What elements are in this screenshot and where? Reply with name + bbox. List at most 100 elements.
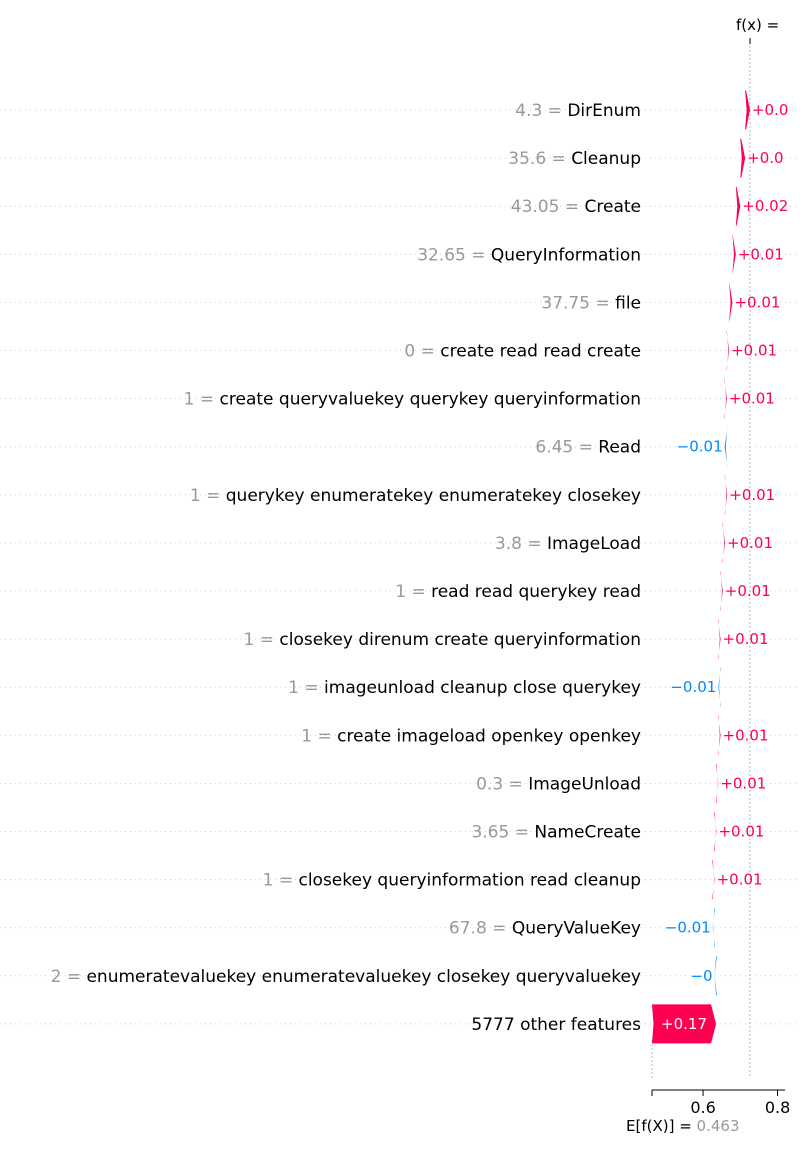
reference-lines: [651, 38, 751, 1078]
feature-label: 4.3 = DirEnum: [515, 101, 641, 121]
x-axis: f(x) = 0.6 0.8 E[f(X)] = 0.463: [626, 16, 790, 1135]
feature-name: QueryValueKey: [512, 919, 641, 939]
feature-name: closekey direnum create queryinformation: [279, 630, 641, 650]
feature-value: 43.05 =: [511, 197, 585, 217]
feature-value: 0.3 =: [476, 774, 528, 794]
negative-contribution-bar: [724, 427, 728, 467]
positive-contribution-bar: [715, 763, 719, 803]
contribution-label: +0.01: [720, 774, 766, 792]
feature-value: 1 =: [395, 582, 431, 602]
positive-contribution-bar: [729, 282, 733, 322]
x-tick-label: 0.8: [765, 1098, 790, 1117]
contribution-label: +0.01: [723, 726, 769, 744]
feature-label: 0 = create read read create: [404, 342, 641, 362]
contribution-label: +0.01: [734, 293, 780, 311]
contribution-bars: [652, 90, 750, 1044]
feature-label: 43.05 = Create: [511, 197, 641, 217]
feature-value: 4.3 =: [515, 101, 567, 121]
positive-contribution-bar: [724, 379, 727, 419]
contribution-label: +0.0: [752, 101, 788, 119]
feature-value: 6.45 =: [535, 438, 598, 458]
contribution-label: +0.01: [729, 486, 775, 504]
contribution-label: −0.01: [670, 678, 716, 696]
feature-name: NameCreate: [534, 823, 641, 843]
contribution-label: +0.01: [731, 342, 777, 360]
feature-name: closekey queryinformation read cleanup: [298, 871, 641, 891]
feature-label: 1 = read read querykey read: [395, 582, 641, 602]
contribution-label: +0.01: [725, 582, 771, 600]
feature-value: 1 =: [263, 871, 299, 891]
feature-name: ImageLoad: [547, 534, 641, 554]
feature-value: 0 =: [404, 342, 440, 362]
positive-contribution-bar: [712, 860, 715, 900]
feature-name: QueryInformation: [491, 245, 641, 265]
contribution-label: +0.01: [723, 630, 769, 648]
x-tick-label: 0.6: [690, 1098, 715, 1117]
feature-name: create read read create: [440, 342, 641, 362]
expected-value-label: E[f(X)] = 0.463: [626, 1117, 740, 1135]
feature-value: 37.75 =: [541, 293, 615, 313]
feature-name: imageunload cleanup close querykey: [324, 678, 641, 698]
feature-value: 67.8 =: [449, 919, 512, 939]
contribution-label: +0.0: [747, 149, 783, 167]
expected-value: 0.463: [697, 1117, 740, 1135]
positive-contribution-bar: [745, 90, 750, 130]
feature-label: 1 = create imageload openkey openkey: [301, 726, 641, 746]
positive-contribution-bar: [652, 1004, 717, 1044]
feature-name: Create: [585, 197, 642, 217]
feature-label: 3.65 = NameCreate: [471, 823, 641, 843]
feature-name: DirEnum: [567, 101, 641, 121]
positive-contribution-bar: [717, 715, 721, 755]
feature-name: file: [615, 293, 641, 313]
contribution-label: +0.01: [727, 534, 773, 552]
feature-label: 67.8 = QueryValueKey: [449, 919, 641, 939]
positive-contribution-bar: [722, 523, 726, 563]
feature-label: 1 = imageunload cleanup close querykey: [288, 678, 641, 698]
contribution-label: +0.02: [742, 197, 788, 215]
feature-label: 35.6 = Cleanup: [508, 149, 641, 169]
feature-name: create queryvaluekey querykey queryinfor…: [220, 390, 641, 410]
feature-value: 1 =: [288, 678, 324, 698]
fx-label: f(x) =: [736, 16, 779, 34]
negative-contribution-bar: [718, 667, 721, 707]
contribution-label: −0.01: [677, 438, 723, 456]
feature-name: read read querykey read: [431, 582, 641, 602]
feature-name: ImageUnload: [528, 774, 641, 794]
feature-name: 5777 other features: [471, 1015, 641, 1035]
feature-value: 1 =: [301, 726, 337, 746]
row-gridlines: [0, 109, 800, 1025]
feature-label: 2 = enumeratevaluekey enumeratevaluekey …: [51, 967, 641, 987]
feature-label: 1 = querykey enumeratekey enumeratekey c…: [190, 486, 641, 506]
feature-value: 3.65 =: [471, 823, 534, 843]
feature-label: 6.45 = Read: [535, 438, 641, 458]
feature-value: 2 =: [51, 967, 87, 987]
positive-contribution-bar: [724, 475, 728, 515]
contribution-label: +0.01: [718, 823, 764, 841]
contribution-label: +0.17: [661, 1015, 707, 1033]
feature-labels: +0.0 4.3 = DirEnum +0.0 35.6 = Cleanup +0.02…: [51, 101, 789, 1035]
positive-contribution-bar: [726, 331, 730, 370]
contribution-label: +0.01: [729, 390, 775, 408]
feature-value: 3.8 =: [495, 534, 547, 554]
feature-label: 5777 other features: [471, 1015, 641, 1035]
feature-label: 1 = create queryvaluekey querykey queryi…: [184, 390, 641, 410]
positive-contribution-bar: [717, 619, 721, 659]
feature-label: 32.65 = QueryInformation: [417, 245, 641, 265]
contribution-label: −0.01: [665, 919, 711, 937]
contribution-label: +0.01: [738, 245, 784, 263]
feature-label: 1 = closekey queryinformation read clean…: [263, 871, 641, 891]
feature-value: 1 =: [244, 630, 280, 650]
feature-value: 1 =: [184, 390, 220, 410]
negative-contribution-bar: [714, 956, 717, 996]
feature-name: Cleanup: [571, 149, 641, 169]
feature-label: 37.75 = file: [541, 293, 641, 313]
feature-name: Read: [598, 438, 641, 458]
feature-label: 1 = closekey direnum create queryinforma…: [244, 630, 641, 650]
positive-contribution-bar: [720, 571, 723, 611]
feature-name: querykey enumeratekey enumeratekey close…: [226, 486, 641, 506]
positive-contribution-bar: [735, 186, 741, 226]
contribution-label: −0: [690, 967, 712, 985]
feature-value: 32.65 =: [417, 245, 491, 265]
feature-value: 1 =: [190, 486, 226, 506]
